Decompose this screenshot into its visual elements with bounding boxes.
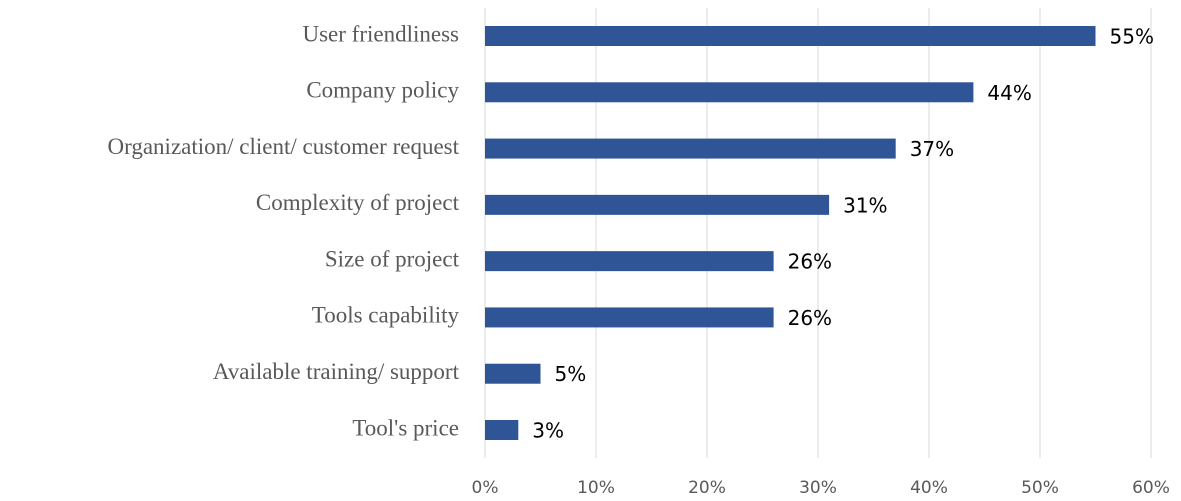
y-tick-label: Tool's price [352,415,459,440]
y-tick-label: Size of project [325,246,460,271]
x-tick-label: 30% [799,478,837,498]
bar [485,82,974,103]
value-label: 26% [788,306,832,330]
value-label: 3% [532,419,564,443]
y-tick-label: Tools capability [312,303,460,328]
x-tick-label: 60% [1132,478,1170,498]
x-tick-label: 50% [1021,478,1059,498]
value-label: 37% [910,137,954,161]
value-label: 44% [987,81,1031,105]
y-tick-label: Company policy [306,78,459,103]
bar [485,420,519,440]
bar [485,307,774,328]
x-tick-label: 20% [688,478,726,498]
bar [485,363,541,384]
value-label: 31% [843,193,887,217]
bar [485,251,774,272]
value-label: 55% [1110,25,1154,49]
x-tick-label: 0% [472,478,499,498]
value-label: 5% [555,362,587,386]
x-tick-label: 10% [577,478,615,498]
value-label: 26% [788,250,832,274]
bar [485,26,1096,46]
x-tick-label: 40% [910,478,948,498]
y-tick-label: User friendliness [303,21,460,46]
y-tick-label: Organization/ client/ customer request [108,134,460,159]
y-tick-label: Available training/ support [213,359,460,384]
bar [485,138,896,159]
y-tick-label: Complexity of project [256,190,460,215]
bar [485,194,830,215]
